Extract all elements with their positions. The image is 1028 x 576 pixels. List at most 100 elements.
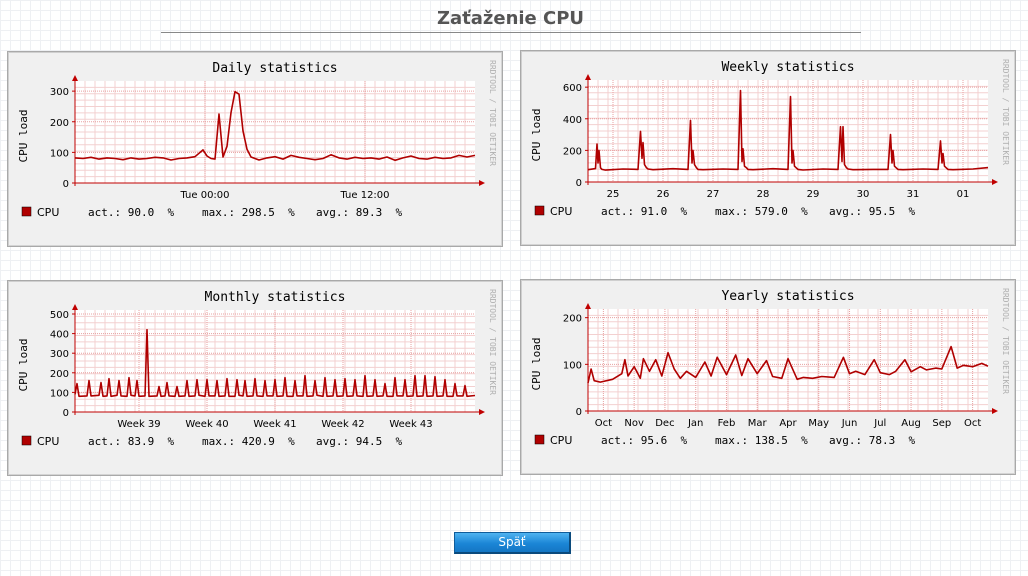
legend-label: CPU — [37, 206, 59, 219]
y-tick-label: 600 — [563, 83, 582, 94]
daily-chart-panel: 0 100 200 300 Tue 00:00 Tue 12:00 Daily statis… — [7, 51, 503, 247]
y-axis-label: CPU load — [530, 109, 543, 162]
x-tick-label: 30 — [857, 189, 870, 200]
x-axis-arrow — [992, 179, 998, 185]
legend-act: act.: 95.6 % — [601, 434, 687, 447]
y-tick-label: 0 — [63, 408, 69, 419]
rrdtool-watermark: RRDTOOL / TOBI OETIKER — [1001, 288, 1010, 394]
legend-avg: avg.: 89.3 % — [316, 206, 402, 219]
y-axis-arrow — [585, 74, 591, 80]
legend-label: CPU — [550, 205, 572, 218]
legend-max: max.: 138.5 % — [715, 434, 808, 447]
daily-chart-svg: 0 100 200 300 Tue 00:00 Tue 12:00 Daily statis… — [17, 60, 497, 219]
legend-avg: avg.: 94.5 % — [316, 435, 402, 448]
x-tick-label: Sep — [932, 418, 951, 429]
legend-swatch — [534, 205, 545, 216]
x-tick-label: Dec — [655, 418, 674, 429]
y-axis-arrow — [585, 303, 591, 309]
title-divider — [161, 32, 861, 33]
y-axis-arrow — [72, 75, 78, 81]
x-tick-label: Week 42 — [321, 419, 364, 430]
x-tick-label: Tue 00:00 — [179, 190, 229, 201]
y-tick-label: 0 — [576, 407, 582, 418]
y-tick-label: 100 — [50, 388, 69, 399]
legend-max: max.: 298.5 % — [202, 206, 295, 219]
chart-title: Weekly statistics — [721, 60, 854, 75]
y-tick-label: 200 — [50, 369, 69, 380]
yearly-chart-svg: 0 100 200 Oct Nov Dec Jan Feb Mar Apr May Jun Jul Aug… — [530, 288, 1010, 447]
legend-swatch — [21, 206, 32, 217]
x-tick-label: Oct — [964, 418, 981, 429]
series-line-cpu — [74, 90, 476, 162]
monthly-chart-svg: 0 100 200 300 400 500 Week 39 Week 40 Week 41 Wee… — [17, 289, 497, 448]
legend-avg: avg.: 78.3 % — [829, 434, 915, 447]
legend-max: max.: 420.9 % — [202, 435, 295, 448]
monthly-chart-panel: 0 100 200 300 400 500 Week 39 Week 40 Week 41 Wee… — [7, 280, 503, 476]
y-tick-label: 200 — [50, 118, 69, 129]
legend-label: CPU — [550, 434, 572, 447]
y-tick-label: 100 — [563, 360, 582, 371]
x-tick-label: Week 40 — [185, 419, 228, 430]
chart-title: Yearly statistics — [721, 289, 854, 304]
y-tick-label: 200 — [563, 314, 582, 325]
x-tick-label: Mar — [748, 418, 768, 429]
legend-swatch — [534, 434, 545, 445]
rrdtool-watermark: RRDTOOL / TOBI OETIKER — [488, 60, 497, 166]
x-tick-label: 29 — [807, 189, 820, 200]
x-tick-label: Jan — [687, 418, 703, 429]
y-axis-arrow — [72, 304, 78, 310]
x-tick-label: Week 41 — [253, 419, 296, 430]
x-tick-label: Feb — [718, 418, 736, 429]
series-line-cpu — [587, 345, 989, 384]
x-axis-arrow — [992, 408, 998, 414]
legend-act: act.: 91.0 % — [601, 205, 687, 218]
legend-label: CPU — [37, 435, 59, 448]
x-tick-label: 25 — [607, 189, 620, 200]
chart-title: Daily statistics — [212, 61, 337, 76]
legend-swatch — [21, 435, 32, 446]
x-axis-arrow — [479, 409, 485, 415]
y-tick-label: 100 — [50, 148, 69, 159]
series-line-cpu — [587, 89, 989, 171]
y-axis-label: CPU load — [530, 338, 543, 391]
x-tick-label: May — [808, 418, 829, 429]
legend-act: act.: 90.0 % — [88, 206, 174, 219]
x-tick-label: 01 — [957, 189, 970, 200]
chart-title: Monthly statistics — [205, 290, 346, 305]
y-axis-label: CPU load — [17, 339, 30, 392]
x-tick-label: Jul — [873, 418, 886, 429]
x-tick-label: Week 43 — [389, 419, 432, 430]
series-line-cpu — [74, 328, 476, 398]
legend-avg: avg.: 95.5 % — [829, 205, 915, 218]
x-tick-label: Tue 12:00 — [339, 190, 389, 201]
rrdtool-watermark: RRDTOOL / TOBI OETIKER — [488, 289, 497, 395]
y-tick-label: 400 — [50, 330, 69, 341]
x-tick-label: Aug — [901, 418, 921, 429]
x-tick-label: Apr — [779, 418, 797, 429]
y-tick-label: 500 — [50, 310, 69, 321]
y-tick-label: 300 — [50, 349, 69, 360]
x-tick-label: Week 39 — [117, 419, 160, 430]
x-tick-label: 31 — [907, 189, 920, 200]
y-tick-label: 0 — [63, 179, 69, 190]
weekly-chart-panel: 0 200 400 600 25 26 27 28 29 30 31 01 Weekly statist… — [520, 50, 1016, 246]
page-title: Zaťaženie CPU — [436, 8, 585, 29]
y-axis-label: CPU load — [17, 110, 30, 163]
x-tick-label: 26 — [657, 189, 670, 200]
rrdtool-watermark: RRDTOOL / TOBI OETIKER — [1001, 59, 1010, 165]
legend-max: max.: 579.0 % — [715, 205, 808, 218]
x-tick-label: Jun — [841, 418, 858, 429]
y-tick-label: 200 — [563, 146, 582, 157]
x-tick-label: Oct — [595, 418, 612, 429]
y-tick-label: 300 — [50, 87, 69, 98]
back-button[interactable]: Späť — [454, 532, 571, 554]
yearly-chart-panel: 0 100 200 Oct Nov Dec Jan Feb Mar Apr May Jun Jul Aug… — [520, 279, 1016, 475]
weekly-chart-svg: 0 200 400 600 25 26 27 28 29 30 31 01 Weekly statist… — [530, 59, 1010, 218]
x-tick-label: Nov — [624, 418, 644, 429]
x-tick-label: 28 — [757, 189, 770, 200]
x-axis-arrow — [479, 180, 485, 186]
legend-act: act.: 83.9 % — [88, 435, 174, 448]
y-tick-label: 400 — [563, 115, 582, 126]
x-tick-label: 27 — [707, 189, 720, 200]
y-tick-label: 0 — [576, 178, 582, 189]
